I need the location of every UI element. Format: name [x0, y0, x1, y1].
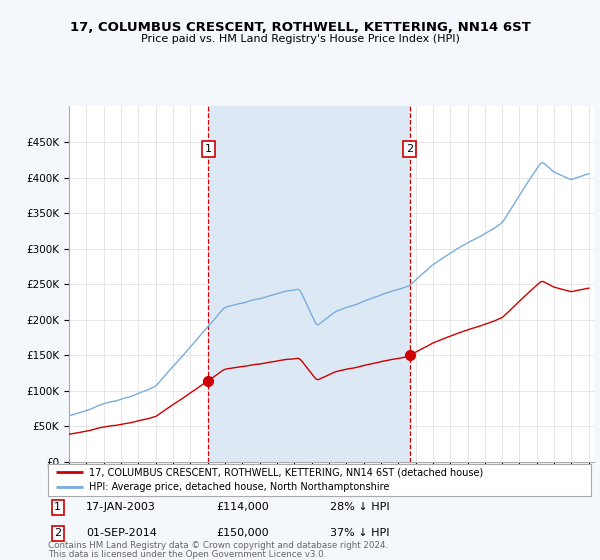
Text: This data is licensed under the Open Government Licence v3.0.: This data is licensed under the Open Gov…: [48, 550, 326, 559]
Text: 1: 1: [54, 502, 61, 512]
Text: 17-JAN-2003: 17-JAN-2003: [86, 502, 156, 512]
Text: Contains HM Land Registry data © Crown copyright and database right 2024.: Contains HM Land Registry data © Crown c…: [48, 541, 388, 550]
Text: 17, COLUMBUS CRESCENT, ROTHWELL, KETTERING, NN14 6ST (detached house): 17, COLUMBUS CRESCENT, ROTHWELL, KETTERI…: [89, 467, 483, 477]
Text: Price paid vs. HM Land Registry's House Price Index (HPI): Price paid vs. HM Land Registry's House …: [140, 34, 460, 44]
Text: £150,000: £150,000: [217, 528, 269, 538]
Text: 37% ↓ HPI: 37% ↓ HPI: [331, 528, 390, 538]
Text: 2: 2: [406, 144, 413, 154]
Bar: [208, 106, 410, 462]
Text: 17, COLUMBUS CRESCENT, ROTHWELL, KETTERING, NN14 6ST: 17, COLUMBUS CRESCENT, ROTHWELL, KETTERI…: [70, 21, 530, 34]
Text: 28% ↓ HPI: 28% ↓ HPI: [331, 502, 390, 512]
Text: £114,000: £114,000: [217, 502, 269, 512]
Text: 2: 2: [54, 528, 61, 538]
Text: 1: 1: [205, 144, 212, 154]
Text: HPI: Average price, detached house, North Northamptonshire: HPI: Average price, detached house, Nort…: [89, 482, 389, 492]
Text: 01-SEP-2014: 01-SEP-2014: [86, 528, 157, 538]
